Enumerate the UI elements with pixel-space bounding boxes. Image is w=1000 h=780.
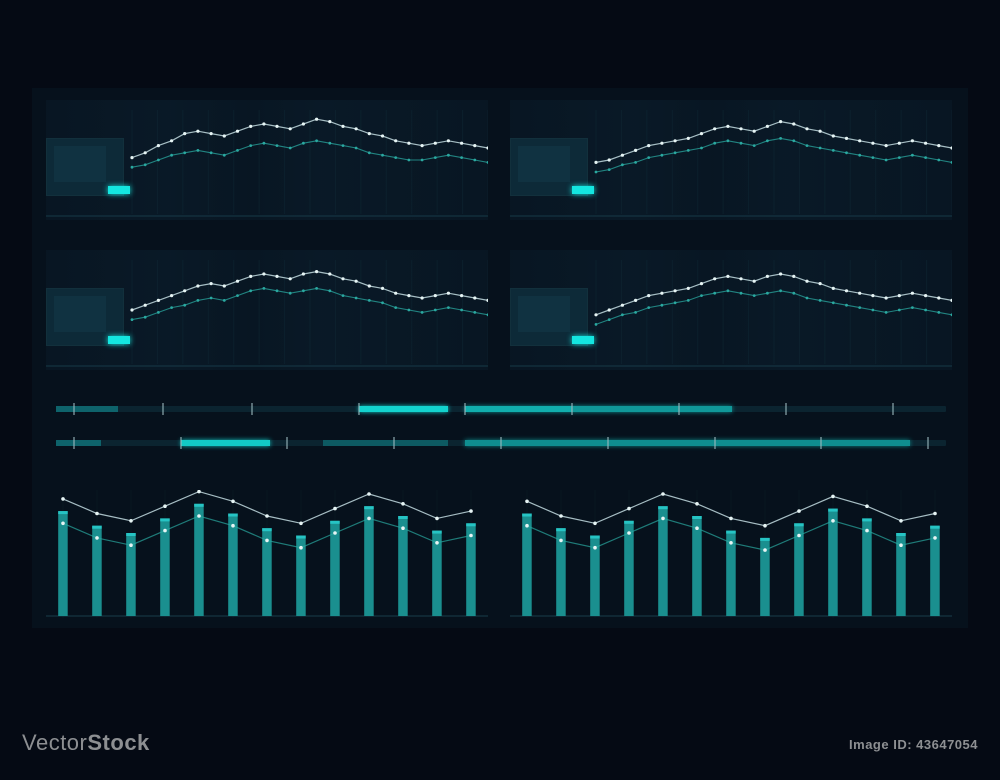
progress-tick: [892, 403, 894, 415]
progress-tick: [607, 437, 609, 449]
progress-segment: [359, 406, 448, 412]
progress-segment: [323, 440, 448, 446]
watermark-vectorstock: VectorStock: [22, 730, 150, 756]
line-chart: [46, 100, 488, 220]
progress-tick: [286, 437, 288, 449]
progress-tick: [678, 403, 680, 415]
watermark-text-bold: Stock: [87, 730, 149, 755]
progress-segment: [56, 406, 118, 412]
watermark-text-thin: Vector: [22, 730, 87, 755]
watermark-image-id: Image ID: 43647054: [849, 737, 978, 752]
line-chart: [46, 250, 488, 370]
bar-line-chart: [46, 490, 488, 618]
bar-line-chart: [510, 490, 952, 618]
progress-tick: [73, 403, 75, 415]
progress-segment: [181, 440, 270, 446]
progress-track: [56, 440, 946, 446]
progress-segment: [465, 406, 732, 412]
progress-tick: [393, 437, 395, 449]
progress-tick: [180, 437, 182, 449]
bar-line-combo: [510, 490, 952, 618]
progress-tick: [73, 437, 75, 449]
progress-tick: [820, 437, 822, 449]
progress-tick: [714, 437, 716, 449]
line-chart: [510, 100, 952, 220]
progress-tick: [785, 403, 787, 415]
progress-tick: [927, 437, 929, 449]
progress-segment: [465, 440, 910, 446]
line-chart: [510, 250, 952, 370]
progress-tick: [500, 437, 502, 449]
bar-line-combo: [46, 490, 488, 618]
chart-panel: [510, 100, 952, 220]
progress-tick: [464, 403, 466, 415]
progress-segment: [56, 440, 101, 446]
progress-track: [56, 406, 946, 412]
chart-panel: [510, 250, 952, 370]
progress-tick: [162, 403, 164, 415]
chart-panel: [46, 100, 488, 220]
progress-tick: [251, 403, 253, 415]
progress-tick: [358, 403, 360, 415]
progress-tick: [571, 403, 573, 415]
chart-panel: [46, 250, 488, 370]
